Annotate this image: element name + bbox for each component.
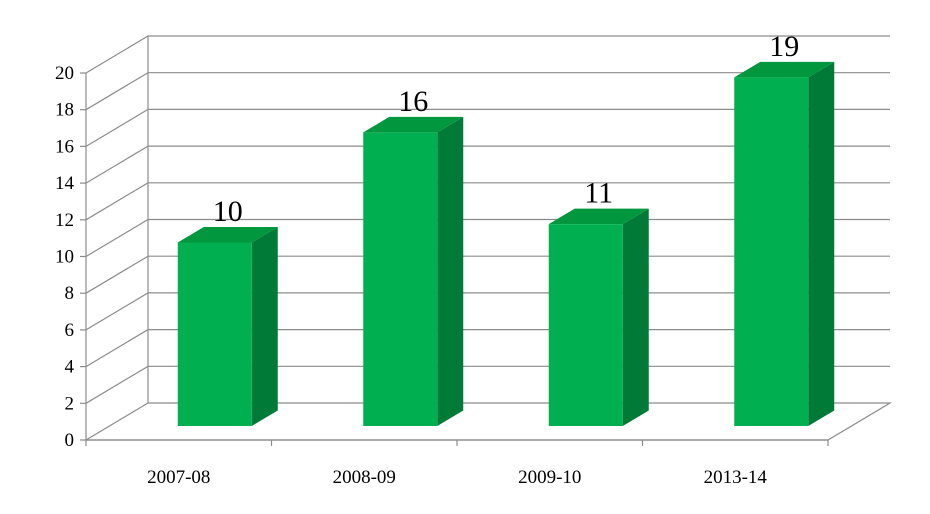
bar-side bbox=[622, 208, 649, 426]
data-label: 10 bbox=[213, 195, 243, 228]
y-tick-label: 14 bbox=[55, 173, 75, 194]
x-category-label: 2013-14 bbox=[704, 467, 768, 488]
bar-top bbox=[177, 226, 278, 243]
bar-2008-09 bbox=[363, 132, 438, 426]
bar-top bbox=[734, 61, 835, 78]
y-tick-label: 20 bbox=[55, 63, 74, 84]
y-tick-label: 4 bbox=[65, 357, 75, 378]
bar-2007-08 bbox=[177, 242, 252, 426]
chart-axes bbox=[80, 72, 829, 446]
chart-gridlines bbox=[83, 35, 893, 441]
y-tick-label: 12 bbox=[55, 210, 74, 231]
chart-labels: 0 2 4 6 8 10 12 14 16 18 20 10 2007-08 16 2008-09 11 200… bbox=[55, 30, 799, 488]
bar-2013-14 bbox=[734, 77, 809, 426]
bar-side bbox=[251, 226, 278, 426]
y-tick-label: 8 bbox=[65, 283, 75, 304]
gridline bbox=[85, 35, 890, 74]
data-label: 19 bbox=[769, 30, 799, 63]
y-tick-label: 18 bbox=[55, 100, 74, 121]
bar-side bbox=[808, 61, 835, 427]
y-tick-label: 2 bbox=[65, 393, 75, 414]
gridline bbox=[85, 108, 890, 147]
x-category-label: 2007-08 bbox=[147, 467, 210, 488]
bar-side bbox=[437, 116, 464, 426]
gridline bbox=[85, 182, 890, 221]
data-label: 16 bbox=[398, 85, 428, 118]
bar-top bbox=[363, 116, 464, 133]
bar-top bbox=[548, 208, 649, 225]
y-tick-label: 6 bbox=[65, 320, 75, 341]
y-tick-label: 0 bbox=[65, 430, 75, 451]
chart-bars bbox=[177, 61, 835, 427]
gridline bbox=[85, 72, 890, 111]
x-category-label: 2009-10 bbox=[518, 467, 581, 488]
gridline bbox=[85, 145, 890, 184]
y-tick-label: 16 bbox=[55, 136, 74, 157]
x-category-label: 2008-09 bbox=[333, 467, 396, 488]
y-tick-label: 10 bbox=[55, 247, 74, 268]
data-label: 11 bbox=[584, 177, 613, 210]
bar-2009-10 bbox=[548, 224, 623, 426]
